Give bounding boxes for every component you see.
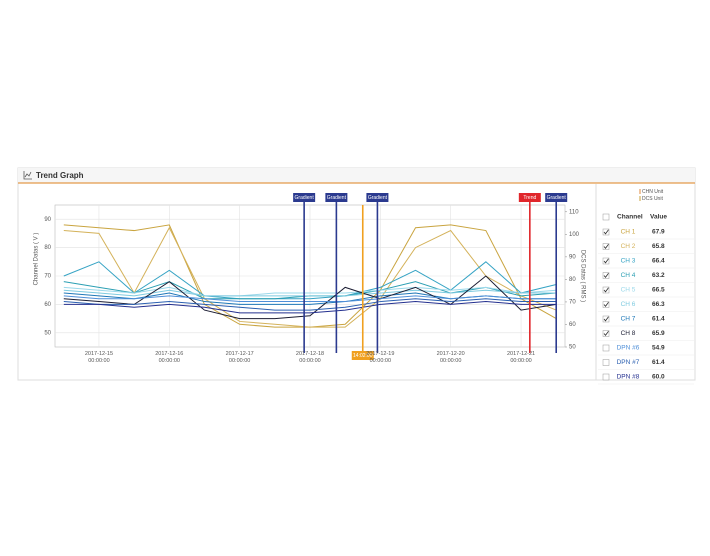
check-mark — [603, 316, 609, 322]
cursor-label-box[interactable] — [293, 193, 316, 202]
check-mark — [603, 287, 609, 293]
series-line — [63, 298, 557, 311]
series-line — [63, 261, 557, 300]
y-tick-label: 50 — [44, 330, 51, 336]
y2-axis-label: DCS Datas ( RMS ) — [579, 250, 585, 302]
cursor-label-box[interactable] — [366, 193, 389, 202]
y2-tick-label: 80 — [569, 277, 576, 283]
y-tick-label: 90 — [44, 217, 51, 223]
row-checkbox[interactable] — [602, 359, 610, 366]
x-tick-label: 2017-12-19 00:00:00 — [366, 351, 395, 364]
y2-tick-label: 100 — [569, 232, 580, 238]
channel-value: 60.0 — [652, 374, 665, 381]
check-mark — [603, 258, 609, 264]
y-tick-label: 80 — [44, 245, 51, 251]
channel-value: 54.9 — [652, 345, 665, 352]
channel-value: 66.5 — [652, 287, 665, 294]
channel-name: DPN #6 — [617, 345, 640, 352]
x-tick-label: 2017-12-18 00:00:00 — [295, 351, 325, 364]
row-checkbox[interactable] — [602, 272, 610, 279]
series-line — [63, 286, 557, 297]
check-mark — [603, 244, 609, 249]
channel-name: CH 3 — [621, 258, 636, 265]
row-checkbox[interactable] — [602, 301, 610, 308]
check-mark — [603, 273, 609, 278]
check-mark — [603, 302, 609, 307]
channel-name: CH 7 — [621, 316, 636, 323]
table-header: Channel — [617, 214, 643, 221]
x-tick-label: 2017-12-16 00:00:00 — [155, 351, 184, 364]
check-mark — [603, 331, 609, 336]
check-mark — [603, 229, 609, 235]
row-checkbox[interactable] — [602, 243, 610, 250]
row-checkbox[interactable] — [602, 330, 610, 337]
row-checkbox[interactable] — [602, 286, 610, 294]
cursor-label: Gradient — [547, 195, 567, 201]
panel-title: Trend Graph — [36, 171, 84, 180]
channel-name: DPN #7 — [617, 359, 640, 366]
channel-name: CH 1 — [621, 229, 636, 236]
channel-value: 66.4 — [652, 258, 665, 265]
y2-tick-label: 50 — [569, 345, 576, 351]
cursor-label: Gradient — [295, 195, 315, 201]
trend-icon — [23, 171, 32, 180]
channel-name: CH 4 — [621, 272, 636, 279]
series-line — [63, 301, 557, 314]
cursor-label-box[interactable] — [545, 193, 568, 202]
channel-value: 61.4 — [652, 316, 665, 323]
y-tick-label: 70 — [44, 274, 51, 280]
x-tick-label: 2017-12-21 00:00:00 — [506, 351, 536, 364]
channel-value: 63.2 — [652, 272, 665, 279]
channel-name: CH 2 — [621, 243, 636, 250]
y-axis-label: Channel Datas ( V ) — [34, 233, 40, 286]
cursor-label: 14:02:00 — [353, 353, 373, 359]
channel-value: 66.3 — [652, 301, 665, 308]
series-line — [63, 226, 557, 328]
channel-value: 61.4 — [652, 359, 665, 366]
row-checkbox[interactable] — [602, 257, 610, 265]
unit-legend: CHN Unit — [642, 189, 664, 195]
channel-name: CH 6 — [621, 301, 636, 308]
y2-tick-label: 70 — [569, 299, 576, 305]
panel-header — [18, 168, 695, 183]
cursor-label-box[interactable] — [325, 193, 348, 202]
y2-tick-label: 60 — [569, 322, 576, 328]
channel-name: CH 8 — [621, 330, 636, 337]
header-checkbox[interactable] — [602, 213, 610, 221]
series-line — [63, 275, 557, 320]
series-line — [63, 289, 557, 297]
y-tick-label: 60 — [44, 302, 51, 308]
x-tick-label: 2017-12-17 00:00:00 — [225, 351, 254, 364]
x-tick-label: 2017-12-20 00:00:00 — [436, 351, 465, 364]
cursor-label-box[interactable] — [351, 351, 374, 360]
cursor-label: Gradient — [368, 195, 388, 201]
channel-name: CH 5 — [621, 287, 636, 294]
channel-name: DPN #8 — [617, 374, 640, 381]
y2-tick-label: 90 — [569, 254, 576, 260]
table-header: Value — [650, 214, 667, 221]
x-tick-label: 2017-12-15 00:00:00 — [84, 351, 114, 364]
panel — [17, 167, 696, 381]
channel-value: 67.9 — [652, 229, 665, 236]
channel-value: 65.8 — [652, 243, 665, 250]
row-checkbox[interactable] — [602, 344, 610, 352]
unit-legend: DCS Unit — [642, 196, 663, 202]
y2-tick-label: 110 — [569, 209, 579, 215]
cursor-label-box[interactable] — [518, 193, 541, 202]
series-line — [63, 295, 557, 303]
row-checkbox[interactable] — [602, 373, 610, 381]
row-checkbox[interactable] — [602, 315, 610, 323]
row-checkbox[interactable] — [602, 228, 610, 236]
cursor-label: Trend — [523, 195, 536, 201]
cursor-label: Gradient — [327, 195, 347, 201]
channel-value: 65.9 — [652, 330, 665, 337]
